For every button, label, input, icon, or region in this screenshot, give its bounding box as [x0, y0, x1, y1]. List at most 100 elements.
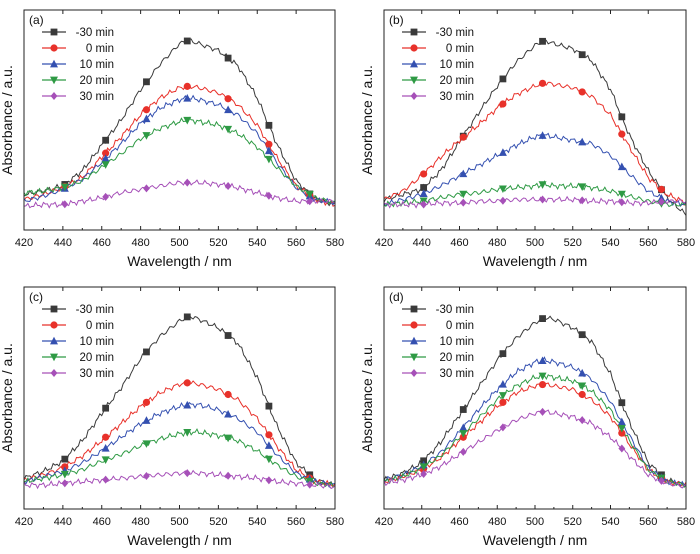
data-point [306, 480, 314, 489]
data-point [183, 82, 191, 90]
data-point [498, 380, 507, 388]
data-point [538, 181, 547, 189]
data-point [618, 429, 626, 437]
data-point [539, 407, 546, 416]
data-point [60, 470, 69, 479]
data-point [538, 356, 547, 365]
x-tick-label: 540 [601, 516, 619, 528]
chart-panel-1: 420 440 460 480 500 520 540 560 580 Wavelength / … [0, 9, 344, 269]
legend: -30 min 0 min 10 min 20 min 30 min [42, 304, 114, 380]
data-point [578, 196, 586, 205]
data-point [265, 140, 273, 148]
panel-label: (d) [389, 290, 404, 304]
y-axis-title: Absorbance / a.u. [0, 65, 15, 175]
data-point [419, 189, 428, 198]
legend-label: 20 min [439, 75, 474, 87]
data-point [102, 136, 110, 144]
legend-marker [410, 76, 418, 85]
series-line-30min [24, 314, 335, 487]
data-point [419, 463, 428, 472]
x-tick-label: 560 [287, 516, 305, 528]
data-point [183, 37, 191, 45]
y-axis-title: Absorbance / a.u. [359, 343, 375, 453]
data-point [578, 331, 586, 339]
data-point [617, 424, 626, 433]
panel-label: (b) [389, 13, 404, 27]
data-point [459, 430, 468, 438]
legend-label: 10 min [439, 59, 474, 71]
x-tick-label: 560 [287, 237, 305, 249]
data-point [183, 429, 192, 437]
legend-marker [50, 321, 58, 329]
data-point [264, 441, 273, 449]
legend-label: 20 min [439, 352, 474, 364]
data-point [265, 191, 273, 200]
legend: -30 min 0 min 10 min 20 min 30 min [402, 27, 474, 103]
series-line-30min [384, 38, 686, 216]
x-axis-title: Wavelength / nm [127, 532, 232, 548]
data-point [183, 116, 192, 125]
legend-label: 0 min [446, 320, 474, 332]
series-line-30min [384, 195, 686, 209]
data-point [224, 409, 233, 418]
legend-label: 30 min [439, 368, 474, 380]
data-point [420, 469, 428, 478]
data-point [264, 155, 273, 164]
data-point [183, 400, 192, 409]
data-point [102, 475, 110, 484]
data-point [61, 479, 69, 488]
x-tick-label: 420 [15, 516, 33, 528]
data-point [224, 125, 233, 134]
legend-label: 10 min [79, 59, 114, 71]
legend-marker [410, 369, 418, 377]
data-point [658, 476, 665, 485]
data-point [265, 121, 273, 129]
series-line-10min [24, 401, 335, 488]
legend-marker [50, 305, 58, 313]
x-tick-label: 560 [639, 237, 657, 249]
data-point [265, 431, 273, 439]
series-line-10min [384, 132, 686, 207]
legend-label: 20 min [79, 352, 114, 364]
x-tick-label: 460 [450, 237, 468, 249]
x-tick-label: 520 [564, 237, 582, 249]
data-point [459, 133, 467, 141]
data-point [498, 185, 507, 194]
legend-marker [410, 59, 418, 68]
data-point [102, 404, 110, 412]
legend-marker [410, 336, 418, 345]
legend-marker [50, 336, 58, 345]
x-axis-title: Wavelength / nm [483, 532, 588, 548]
data-point [459, 198, 467, 207]
series-line-20min [384, 180, 686, 208]
series-line-20min [24, 428, 335, 488]
data-point [224, 332, 232, 339]
data-point [617, 162, 626, 171]
panel-label: (c) [29, 290, 43, 304]
x-tick-label: 560 [639, 516, 657, 528]
data-point [618, 113, 626, 121]
legend-marker [410, 44, 418, 52]
chart-panel-4: 420 440 460 480 500 520 540 560 580 Wavelength / … [359, 286, 695, 548]
x-tick-label: 480 [488, 237, 506, 249]
x-tick-label: 500 [526, 516, 544, 528]
data-point [102, 192, 110, 201]
data-point [498, 392, 507, 400]
legend-label: -30 min [76, 27, 114, 39]
data-point [578, 183, 587, 192]
data-point [420, 170, 428, 178]
series-lines [24, 314, 335, 490]
data-point [61, 200, 69, 209]
data-point [420, 184, 428, 191]
x-tick-label: 580 [677, 516, 695, 528]
data-point [578, 137, 587, 146]
data-point [459, 190, 468, 199]
data-point [143, 78, 150, 86]
x-tick-label: 500 [170, 237, 188, 249]
series-line-30min [384, 315, 686, 488]
series-line-0min [384, 81, 686, 207]
x-tick-label: 480 [488, 516, 506, 528]
legend-label: -30 min [76, 304, 114, 316]
x-tick-label: 440 [54, 237, 72, 249]
data-point [183, 469, 191, 478]
